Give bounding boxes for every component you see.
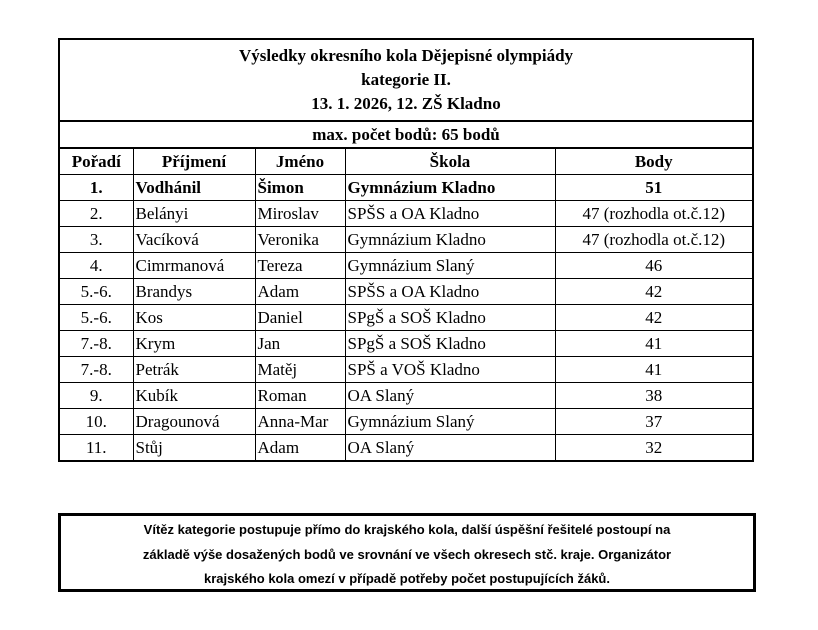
title-line-3: 13. 1. 2026, 12. ZŠ Kladno [311, 94, 501, 113]
cell-rank: 4. [60, 252, 134, 279]
results-table: Pořadí Příjmení Jméno Škola Body 1. Vodhá… [60, 149, 752, 460]
results-sheet: Výsledky okresního kola Dějepisné olympi… [58, 38, 754, 462]
cell-surname: Petrák [132, 356, 256, 383]
cell-rank: 7.-8. [60, 330, 134, 357]
cell-name: Tereza [254, 252, 346, 279]
cell-school: Gymnázium Kladno [344, 174, 556, 201]
cell-points: 47 (rozhodla ot.č.12) [554, 226, 752, 253]
cell-points: 32 [554, 434, 752, 460]
table-row: 5.-6. Kos Daniel SPgŠ a SOŠ Kladno 42 [60, 304, 752, 331]
cell-rank: 10. [60, 408, 134, 435]
cell-school: Gymnázium Kladno [344, 226, 556, 253]
cell-points: 37 [554, 408, 752, 435]
cell-school: SPgŠ a SOŠ Kladno [344, 304, 556, 331]
cell-name: Jan [254, 330, 346, 357]
table-row: 1. Vodhánil Šimon Gymnázium Kladno 51 [60, 174, 752, 201]
col-header-rank: Pořadí [60, 149, 134, 175]
cell-name: Roman [254, 382, 346, 409]
table-row: 7.-8. Petrák Matěj SPŠ a VOŠ Kladno 41 [60, 356, 752, 383]
cell-surname: Kubík [132, 382, 256, 409]
table-row: 3. Vacíková Veronika Gymnázium Kladno 47 (ro… [60, 226, 752, 253]
cell-surname: Stůj [132, 434, 256, 460]
cell-name: Adam [254, 278, 346, 305]
cell-school: SPŠ a VOŠ Kladno [344, 356, 556, 383]
cell-rank: 2. [60, 200, 134, 227]
cell-rank: 1. [60, 174, 134, 201]
cell-surname: Belányi [132, 200, 256, 227]
col-header-points: Body [554, 149, 752, 175]
cell-name: Veronika [254, 226, 346, 253]
cell-surname: Dragounová [132, 408, 256, 435]
cell-school: SPŠS a OA Kladno [344, 200, 556, 227]
cell-points: 47 (rozhodla ot.č.12) [554, 200, 752, 227]
cell-points: 42 [554, 278, 752, 305]
cell-school: Gymnázium Slaný [344, 408, 556, 435]
table-row: 5.-6. Brandys Adam SPŠS a OA Kladno 42 [60, 278, 752, 305]
table-row: 11. Stůj Adam OA Slaný 32 [60, 434, 752, 460]
cell-points: 41 [554, 330, 752, 357]
cell-name: Šimon [254, 174, 346, 201]
cell-rank: 7.-8. [60, 356, 134, 383]
cell-surname: Kos [132, 304, 256, 331]
cell-name: Miroslav [254, 200, 346, 227]
table-row: 4. Cimrmanová Tereza Gymnázium Slaný 46 [60, 252, 752, 279]
cell-rank: 9. [60, 382, 134, 409]
col-header-surname: Příjmení [132, 149, 256, 175]
cell-points: 51 [554, 174, 752, 201]
cell-name: Anna-Mar [254, 408, 346, 435]
cell-school: OA Slaný [344, 434, 556, 460]
table-row: 9. Kubík Roman OA Slaný 38 [60, 382, 752, 409]
advancement-note: Vítěz kategorie postupuje přímo do krajs… [58, 513, 756, 592]
cell-school: OA Slaný [344, 382, 556, 409]
note-line-1: Vítěz kategorie postupuje přímo do krajs… [143, 522, 671, 537]
cell-surname: Vacíková [132, 226, 256, 253]
cell-points: 46 [554, 252, 752, 279]
note-line-3: krajského kola omezí v případě potřeby p… [204, 571, 610, 586]
cell-name: Matěj [254, 356, 346, 383]
col-header-name: Jméno [254, 149, 346, 175]
cell-name: Daniel [254, 304, 346, 331]
title-line-1: Výsledky okresního kola Dějepisné olympi… [238, 46, 574, 65]
cell-surname: Brandys [132, 278, 256, 305]
table-row: 10. Dragounová Anna-Mar Gymnázium Slaný 37 [60, 408, 752, 435]
cell-school: SPŠS a OA Kladno [344, 278, 556, 305]
sheet-title: Výsledky okresního kola Dějepisné olympi… [60, 40, 752, 122]
header-row: Pořadí Příjmení Jméno Škola Body [60, 149, 752, 175]
cell-rank: 3. [60, 226, 134, 253]
cell-school: Gymnázium Slaný [344, 252, 556, 279]
cell-points: 38 [554, 382, 752, 409]
cell-school: SPgŠ a SOŠ Kladno [344, 330, 556, 357]
table-row: 2. Belányi Miroslav SPŠS a OA Kladno 47 (roz… [60, 200, 752, 227]
table-row: 7.-8. Krym Jan SPgŠ a SOŠ Kladno 41 [60, 330, 752, 357]
cell-rank: 11. [60, 434, 134, 460]
col-header-school: Škola [344, 149, 556, 175]
cell-points: 42 [554, 304, 752, 331]
cell-rank: 5.-6. [60, 278, 134, 305]
title-line-2: kategorie II. [361, 70, 451, 89]
cell-surname: Krym [132, 330, 256, 357]
cell-points: 41 [554, 356, 752, 383]
cell-surname: Cimrmanová [132, 252, 256, 279]
max-points: max. počet bodů: 65 bodů [60, 122, 752, 149]
cell-surname: Vodhánil [132, 174, 256, 201]
note-line-2: základě výše dosažených bodů ve srovnání… [142, 546, 672, 562]
cell-rank: 5.-6. [60, 304, 134, 331]
cell-name: Adam [254, 434, 346, 460]
